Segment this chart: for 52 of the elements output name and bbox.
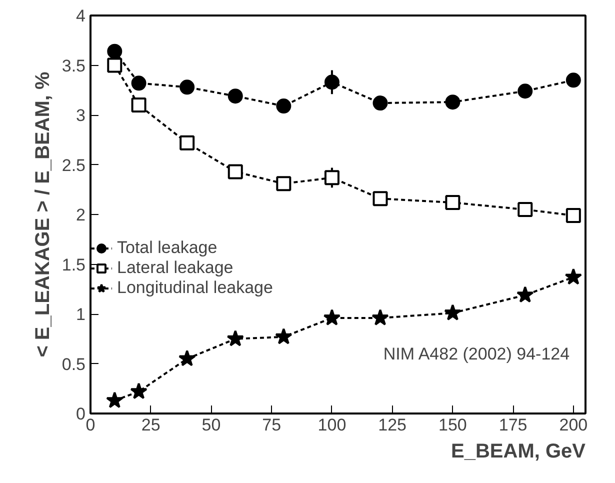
y-tick-label: 2 bbox=[76, 206, 86, 224]
point bbox=[107, 44, 122, 59]
x-tick-label: 175 bbox=[498, 416, 528, 434]
x-tick-label: 100 bbox=[318, 416, 346, 434]
point bbox=[445, 94, 460, 110]
y-tick-label: 2.5 bbox=[62, 156, 86, 175]
point bbox=[324, 170, 340, 186]
y-tick-label: 1.5 bbox=[62, 255, 86, 274]
x-tick-label: 125 bbox=[378, 416, 407, 434]
point bbox=[372, 308, 389, 326]
point bbox=[228, 164, 243, 180]
point bbox=[180, 80, 195, 95]
point bbox=[276, 176, 292, 192]
point bbox=[323, 308, 341, 326]
point bbox=[372, 96, 388, 111]
point bbox=[131, 76, 146, 91]
annotation: NIM A482 (2002) 94-124 bbox=[383, 344, 570, 364]
point bbox=[324, 74, 340, 90]
y-tick-label: 3 bbox=[76, 106, 86, 125]
y-tick-label: 0.5 bbox=[62, 354, 86, 374]
point bbox=[131, 98, 146, 113]
point bbox=[516, 286, 534, 303]
point bbox=[566, 208, 581, 223]
x-tick-label: 150 bbox=[438, 416, 467, 434]
point bbox=[372, 191, 388, 206]
point bbox=[445, 195, 460, 210]
legend-label: Longitudinal leakage bbox=[117, 278, 273, 298]
x-tick-label: 50 bbox=[202, 416, 221, 434]
x-tick-label: 25 bbox=[141, 416, 160, 434]
point bbox=[178, 350, 196, 366]
y-tick-label: 3.5 bbox=[62, 56, 86, 76]
point bbox=[180, 135, 195, 150]
point bbox=[228, 88, 243, 104]
x-axis-title: E_BEAM, GeV bbox=[451, 440, 586, 462]
y-tick-label: 1 bbox=[76, 305, 86, 324]
x-tick-label: 200 bbox=[559, 416, 588, 434]
point bbox=[130, 382, 148, 400]
point bbox=[566, 72, 581, 88]
legend-label: Lateral leakage bbox=[117, 258, 234, 278]
y-tick-label: 4 bbox=[76, 6, 86, 26]
point bbox=[107, 58, 122, 73]
point bbox=[106, 392, 124, 408]
point bbox=[518, 84, 533, 99]
point bbox=[276, 98, 292, 114]
point bbox=[518, 202, 533, 218]
legend-label: Total leakage bbox=[117, 238, 218, 258]
point bbox=[275, 328, 292, 344]
point bbox=[226, 330, 244, 346]
point bbox=[444, 304, 462, 320]
x-tick-label: 75 bbox=[262, 416, 282, 434]
point bbox=[564, 268, 582, 285]
y-axis-title: < E_LEAKAGE > / E_BEAM, % bbox=[32, 71, 54, 358]
